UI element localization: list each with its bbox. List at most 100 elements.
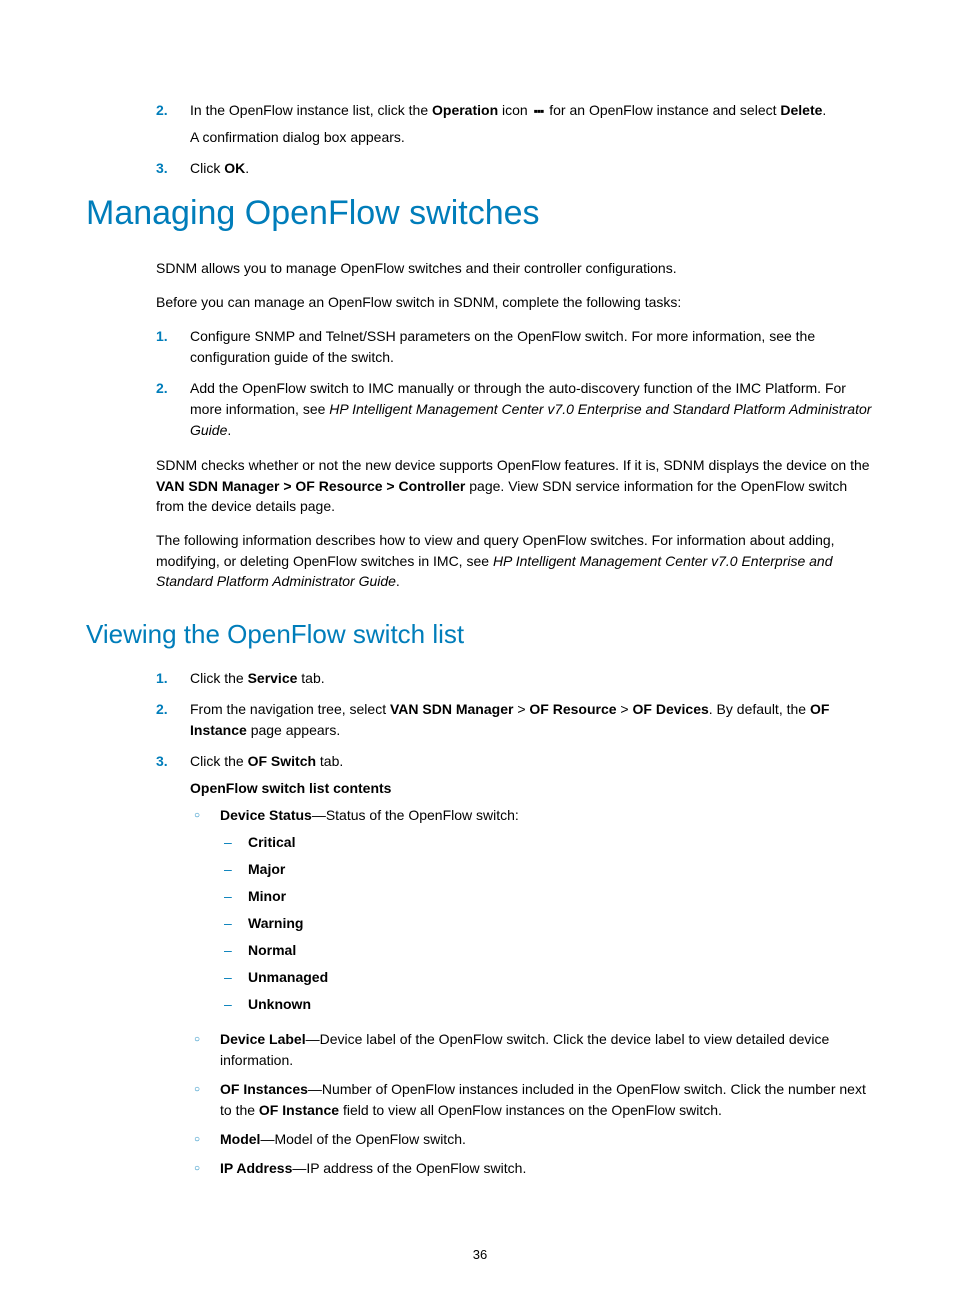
step-subtext: A confirmation dialog box appears. bbox=[190, 127, 874, 148]
prereq-list: 1. Configure SNMP and Telnet/SSH paramet… bbox=[156, 326, 874, 441]
step-body: Add the OpenFlow switch to IMC manually … bbox=[190, 378, 874, 441]
list-item: –Warning bbox=[220, 913, 874, 934]
heading-2: Viewing the OpenFlow switch list bbox=[86, 619, 874, 650]
dash-icon: – bbox=[220, 913, 248, 934]
list-item: –Unmanaged bbox=[220, 967, 874, 988]
text: field to view all OpenFlow instances on … bbox=[339, 1102, 722, 1118]
list-item: –Minor bbox=[220, 886, 874, 907]
status-label: Warning bbox=[248, 913, 874, 934]
step-item: 1. Configure SNMP and Telnet/SSH paramet… bbox=[156, 326, 874, 368]
field-name: IP Address bbox=[220, 1160, 292, 1176]
text: tab. bbox=[316, 753, 343, 769]
step-body: Click the OF Switch tab. OpenFlow switch… bbox=[190, 751, 874, 1187]
step-item: 2. In the OpenFlow instance list, click … bbox=[156, 100, 874, 148]
bullet-icon: ○ bbox=[190, 1129, 220, 1150]
nav-path: VAN SDN Manager > OF Resource > Controll… bbox=[156, 478, 465, 494]
status-label: Critical bbox=[248, 832, 874, 853]
step-body: Click OK. bbox=[190, 158, 874, 179]
step-body: From the navigation tree, select VAN SDN… bbox=[190, 699, 874, 741]
operation-label: Operation bbox=[432, 102, 498, 118]
item-body: Device Label—Device label of the OpenFlo… bbox=[220, 1029, 874, 1071]
dash-icon: – bbox=[220, 940, 248, 961]
status-list: –Critical –Major –Minor –Warning –Normal… bbox=[220, 832, 874, 1015]
text: In the OpenFlow instance list, click the bbox=[190, 102, 432, 118]
dash-icon: – bbox=[220, 994, 248, 1015]
text: Click bbox=[190, 160, 224, 176]
list-item: ○ OF Instances—Number of OpenFlow instan… bbox=[190, 1079, 874, 1121]
step-number: 3. bbox=[156, 751, 190, 1187]
bullet-icon: ○ bbox=[190, 1079, 220, 1121]
top-steps-block: 2. In the OpenFlow instance list, click … bbox=[156, 100, 874, 179]
subtitle: OpenFlow switch list contents bbox=[190, 778, 874, 799]
page-number: 36 bbox=[86, 1247, 874, 1262]
paragraph: SDNM checks whether or not the new devic… bbox=[156, 455, 874, 516]
text: SDNM checks whether or not the new devic… bbox=[156, 457, 870, 473]
top-steps-list: 2. In the OpenFlow instance list, click … bbox=[156, 100, 874, 179]
step-number: 2. bbox=[156, 378, 190, 441]
text: —Model of the OpenFlow switch. bbox=[260, 1131, 465, 1147]
step-item: 1. Click the Service tab. bbox=[156, 668, 874, 689]
step-item: 3. Click OK. bbox=[156, 158, 874, 179]
step-body: Click the Service tab. bbox=[190, 668, 874, 689]
paragraph: The following information describes how … bbox=[156, 530, 874, 591]
delete-label: Delete bbox=[780, 102, 822, 118]
text: > bbox=[617, 701, 633, 717]
heading-1: Managing OpenFlow switches bbox=[86, 193, 874, 234]
field-label: OF Instance bbox=[259, 1102, 339, 1118]
section-body: 1. Click the Service tab. 2. From the na… bbox=[156, 668, 874, 1187]
contents-list: ○ Device Status—Status of the OpenFlow s… bbox=[190, 805, 874, 1179]
step-item: 3. Click the OF Switch tab. OpenFlow swi… bbox=[156, 751, 874, 1187]
item-body: Device Status—Status of the OpenFlow swi… bbox=[220, 805, 874, 1021]
status-label: Normal bbox=[248, 940, 874, 961]
text: > bbox=[513, 701, 529, 717]
step-number: 1. bbox=[156, 668, 190, 689]
list-item: –Normal bbox=[220, 940, 874, 961]
list-item: –Unknown bbox=[220, 994, 874, 1015]
status-label: Unmanaged bbox=[248, 967, 874, 988]
list-item: ○ Model—Model of the OpenFlow switch. bbox=[190, 1129, 874, 1150]
text: . By default, the bbox=[709, 701, 810, 717]
document-page: 2. In the OpenFlow instance list, click … bbox=[0, 0, 954, 1312]
field-name: Device Status bbox=[220, 807, 312, 823]
status-label: Minor bbox=[248, 886, 874, 907]
text: —IP address of the OpenFlow switch. bbox=[292, 1160, 526, 1176]
tab-label: OF Switch bbox=[248, 753, 316, 769]
text: Click the bbox=[190, 753, 248, 769]
dash-icon: – bbox=[220, 967, 248, 988]
field-name: OF Instances bbox=[220, 1081, 308, 1097]
text: for an OpenFlow instance and select bbox=[545, 102, 780, 118]
text: page appears. bbox=[247, 722, 340, 738]
paragraph: SDNM allows you to manage OpenFlow switc… bbox=[156, 258, 874, 278]
text: . bbox=[245, 160, 249, 176]
step-body: In the OpenFlow instance list, click the… bbox=[190, 100, 874, 148]
text: From the navigation tree, select bbox=[190, 701, 390, 717]
text: . bbox=[822, 102, 826, 118]
tab-label: Service bbox=[248, 670, 298, 686]
list-item: ○ IP Address—IP address of the OpenFlow … bbox=[190, 1158, 874, 1179]
bullet-icon: ○ bbox=[190, 805, 220, 1021]
dash-icon: – bbox=[220, 832, 248, 853]
dash-icon: – bbox=[220, 859, 248, 880]
list-item: –Critical bbox=[220, 832, 874, 853]
text: —Status of the OpenFlow switch: bbox=[312, 807, 519, 823]
text: . bbox=[396, 573, 400, 589]
step-number: 2. bbox=[156, 100, 190, 148]
nav-item: OF Devices bbox=[633, 701, 709, 717]
item-body: OF Instances—Number of OpenFlow instance… bbox=[220, 1079, 874, 1121]
section-body: SDNM allows you to manage OpenFlow switc… bbox=[156, 258, 874, 591]
step-item: 2. Add the OpenFlow switch to IMC manual… bbox=[156, 378, 874, 441]
text: —Device label of the OpenFlow switch. Cl… bbox=[220, 1031, 829, 1068]
step-number: 3. bbox=[156, 158, 190, 179]
ok-label: OK bbox=[224, 160, 245, 176]
dash-icon: – bbox=[220, 886, 248, 907]
field-name: Model bbox=[220, 1131, 260, 1147]
status-label: Unknown bbox=[248, 994, 874, 1015]
item-body: IP Address—IP address of the OpenFlow sw… bbox=[220, 1158, 874, 1179]
ellipsis-icon: ▪▪▪ bbox=[532, 102, 546, 120]
paragraph: Before you can manage an OpenFlow switch… bbox=[156, 292, 874, 312]
bullet-icon: ○ bbox=[190, 1029, 220, 1071]
list-item: –Major bbox=[220, 859, 874, 880]
step-number: 2. bbox=[156, 699, 190, 741]
nav-item: VAN SDN Manager bbox=[390, 701, 513, 717]
item-body: Model—Model of the OpenFlow switch. bbox=[220, 1129, 874, 1150]
